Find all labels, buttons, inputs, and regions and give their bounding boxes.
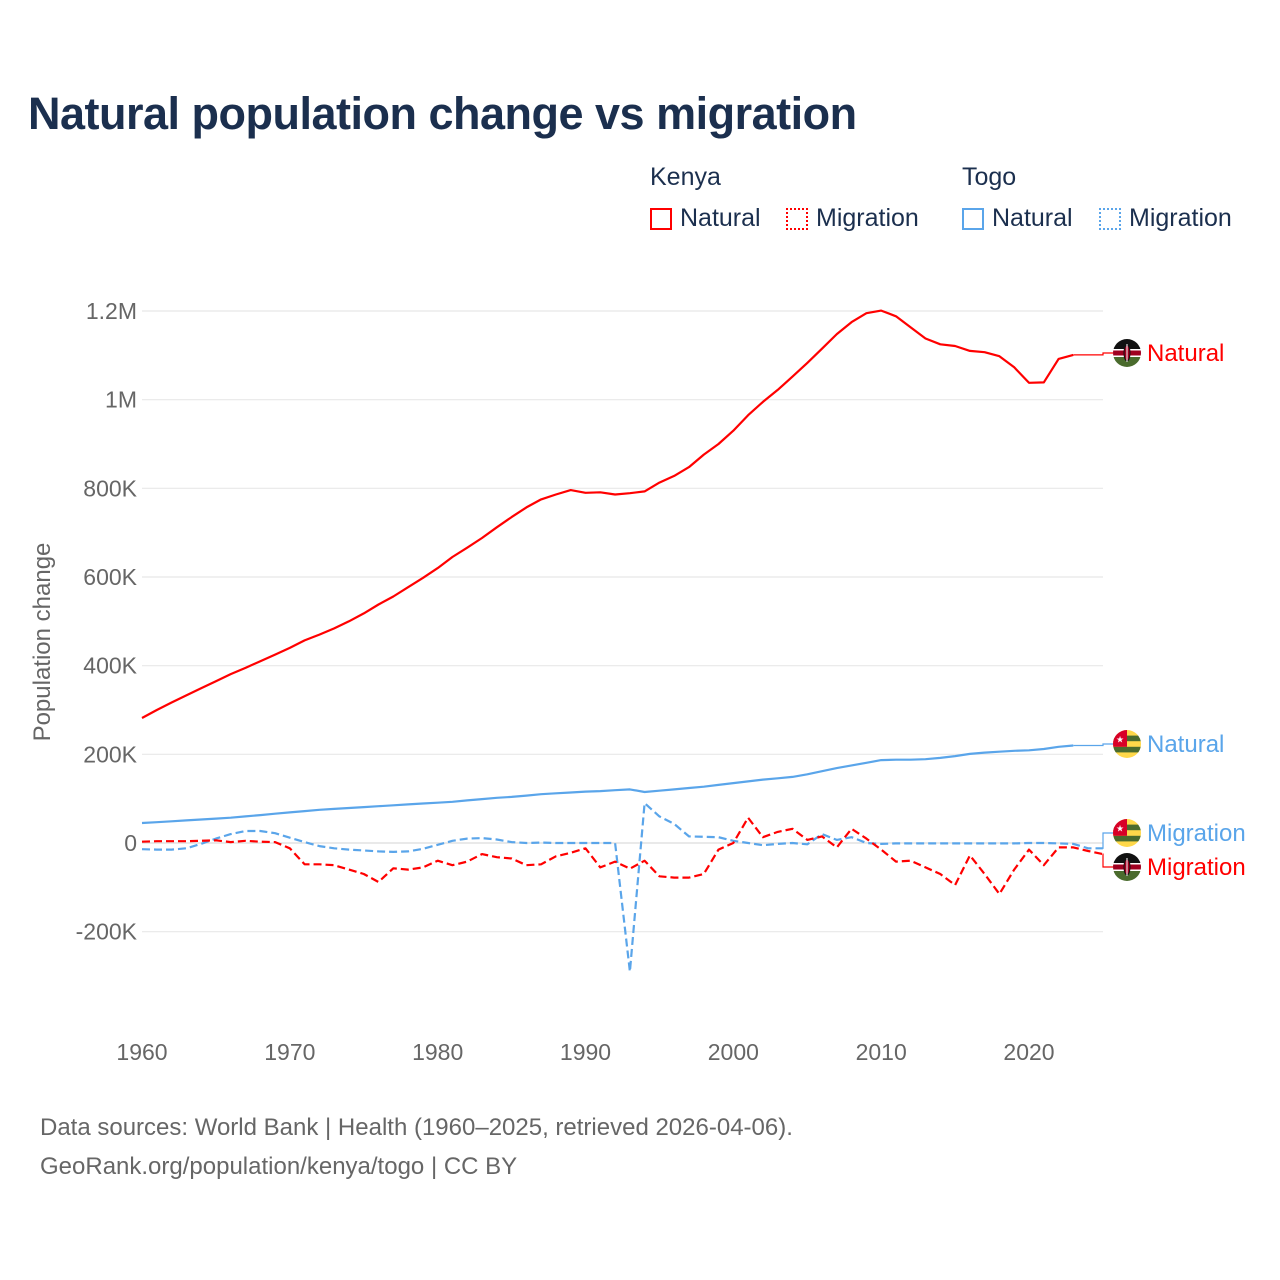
end-label-connector: [1102, 853, 1113, 868]
series-line-togo-migration: [141, 801, 1103, 973]
legend-togo-migration[interactable]: Migration: [1099, 204, 1232, 233]
series-line-kenya-natural: [141, 309, 1074, 719]
legend-label: Natural: [680, 204, 761, 232]
y-tick-label: 600K: [83, 564, 137, 590]
footer-sources: Data sources: World Bank | Health (1960–…: [40, 1114, 793, 1141]
end-label-connector: [1102, 832, 1113, 849]
end-label: Migration: [1147, 820, 1246, 847]
x-tick-label: 1980: [412, 1039, 463, 1065]
y-tick-label: 0: [124, 830, 137, 856]
chart-title: Natural population change vs migration: [28, 88, 857, 139]
x-tick-label: 1960: [116, 1039, 167, 1065]
legend-swatch-solid-red: [650, 207, 672, 230]
flag-togo-icon: [1113, 819, 1141, 847]
y-tick-label: 1M: [105, 387, 137, 413]
footer: Data sources: World Bank | Health (1960–…: [40, 1108, 793, 1186]
legend-label: Migration: [816, 204, 919, 232]
end-label-connector: [1073, 743, 1113, 747]
flag-kenya-icon: [1113, 853, 1141, 881]
end-label: Natural: [1147, 340, 1224, 367]
x-tick-label: 2010: [856, 1039, 907, 1065]
legend-swatch-solid-blue: [962, 207, 984, 230]
legend-kenya-migration[interactable]: Migration: [786, 204, 919, 233]
legend-label: Natural: [992, 204, 1073, 232]
y-tick-label: 800K: [83, 475, 137, 501]
legend-group-togo: Togo: [962, 163, 1017, 191]
legend-swatch-dotted-red: [786, 207, 808, 230]
series-line-togo-natural: [141, 744, 1074, 825]
end-label-connector: [1073, 352, 1113, 356]
y-tick-label: 400K: [83, 653, 137, 679]
y-tick-label: 200K: [83, 741, 137, 767]
legend-swatch-dotted-blue: [1099, 207, 1121, 230]
flag-togo-icon: [1113, 730, 1141, 758]
x-tick-label: 2000: [708, 1039, 759, 1065]
series-line-kenya-migration: [141, 816, 1104, 896]
legend-label: Migration: [1129, 204, 1232, 232]
y-axis-label: Population change: [29, 543, 56, 742]
footer-link[interactable]: GeoRank.org/population/kenya/togo | CC B…: [40, 1153, 518, 1180]
flag-kenya-icon: [1113, 339, 1141, 367]
end-label: Natural: [1147, 731, 1224, 758]
x-tick-label: 1990: [560, 1039, 611, 1065]
end-label: Migration: [1147, 854, 1246, 881]
legend-group-kenya: Kenya: [650, 163, 721, 191]
legend-kenya-natural[interactable]: Natural: [650, 204, 761, 233]
y-tick-label: 1.2M: [86, 298, 137, 324]
x-tick-label: 1970: [264, 1039, 315, 1065]
y-tick-label: -200K: [76, 919, 138, 945]
x-tick-label: 2020: [1003, 1039, 1054, 1065]
legend-togo-natural[interactable]: Natural: [962, 204, 1073, 233]
